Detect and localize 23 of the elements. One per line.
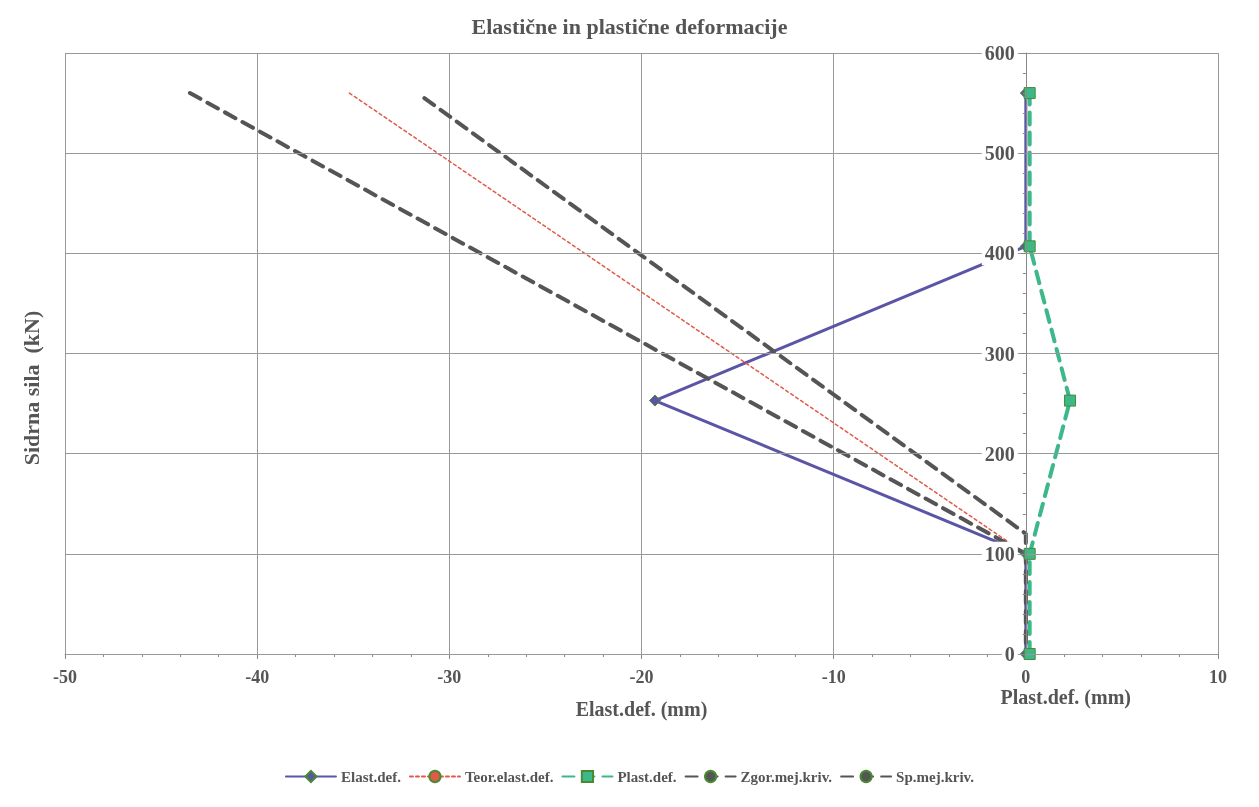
x-tick-label: -10 <box>821 667 846 687</box>
y-tick-label: 200 <box>984 442 1015 465</box>
legend-label: Zgor.mej.kriv. <box>740 768 833 785</box>
y-tick-label: 300 <box>984 342 1015 365</box>
x-tick-label: -50 <box>53 667 77 687</box>
y-tick-label: 100 <box>984 542 1015 565</box>
x-axis-title: Elast.def. (mm) <box>575 698 708 721</box>
legend-label: Teor.elast.def. <box>464 768 554 785</box>
y-tick-label: 400 <box>984 242 1015 265</box>
x-tick-label: -30 <box>437 667 462 687</box>
x-tick-label: 10 <box>1209 667 1227 687</box>
legend-label: Elast.def. <box>340 768 402 785</box>
text: Plast.def. (mm) <box>1000 686 1132 709</box>
y-tick-label: 600 <box>984 42 1015 64</box>
chart-title: Elastične in plastične deformacije <box>471 13 788 39</box>
y-tick-label: 0 <box>1004 643 1015 665</box>
legend-label: Sp.mej.kriv. <box>896 768 975 785</box>
y-tick-label: 500 <box>984 142 1015 165</box>
x-tick-label: 0 <box>1021 667 1031 687</box>
x-tick-label: -40 <box>245 667 270 687</box>
x-tick-label: -20 <box>629 667 654 687</box>
y-axis-title: Sidrna sila (kN) <box>18 310 44 466</box>
legend-label: Plast.def. <box>617 768 677 785</box>
